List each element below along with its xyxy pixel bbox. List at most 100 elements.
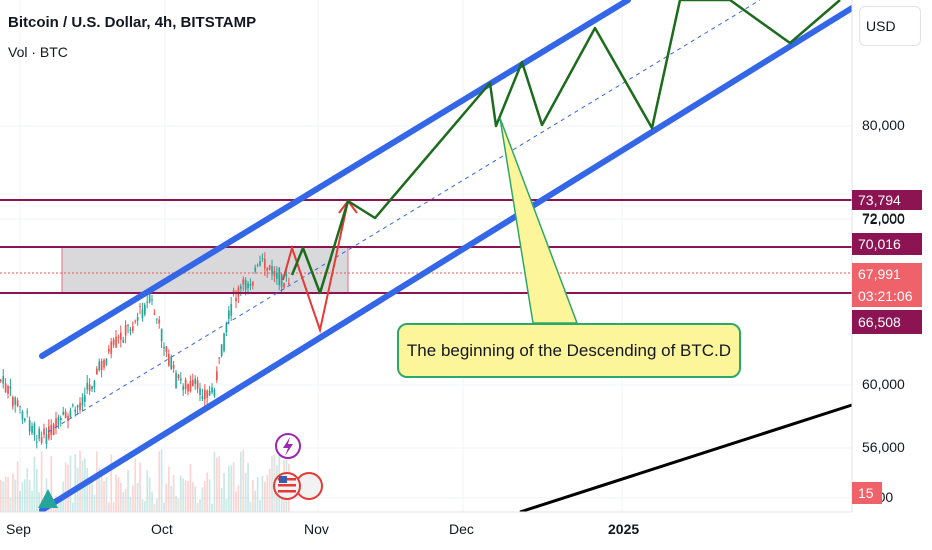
price-label: 66,508 [852, 310, 922, 334]
candle-body [204, 389, 206, 400]
volume-bar [110, 454, 113, 512]
channel-mid [47, 0, 761, 433]
volume-bar [196, 503, 199, 512]
candle-body [213, 389, 216, 397]
volume-bar [96, 451, 98, 512]
candle-body [158, 319, 161, 324]
time-axis [0, 512, 852, 550]
candle-body [98, 361, 101, 371]
candle-body [264, 258, 266, 269]
volume-bar [93, 494, 96, 512]
volume-bar [235, 491, 237, 512]
volume-bar [151, 492, 153, 512]
event-icons [273, 433, 323, 500]
volume-bar [165, 483, 168, 512]
volume-bar [117, 476, 120, 512]
volume-bar [129, 496, 132, 512]
volume-bar [199, 499, 201, 512]
volume-bar [146, 470, 149, 512]
candle-body [268, 265, 271, 270]
candle-body [273, 270, 276, 277]
volume-bar [98, 467, 101, 512]
candle-body [235, 297, 237, 302]
price-axis [852, 0, 932, 512]
candle-body [86, 382, 89, 390]
x-tick-label: Oct [151, 521, 173, 537]
volume-bar [26, 468, 29, 512]
candle-body [103, 359, 105, 368]
candle-body [132, 326, 134, 331]
annotation-callout[interactable]: The beginning of the Descending of BTC.D [397, 323, 741, 378]
volume-bar [208, 479, 211, 512]
candle-body [67, 415, 69, 421]
candle-body [151, 299, 153, 301]
candle-body [28, 420, 31, 432]
candle-body [33, 423, 36, 435]
volume-bar [280, 488, 283, 512]
volume-bar [170, 486, 173, 512]
candle-body [283, 283, 285, 288]
candle-body [192, 379, 194, 387]
price-label: 72,000 [862, 211, 905, 227]
candle-body [172, 364, 175, 369]
volume-bar [194, 486, 197, 512]
candle-body [9, 386, 12, 389]
volume-bar [252, 479, 254, 512]
volume-bar [204, 481, 206, 512]
volume-bar [0, 479, 2, 512]
candle-body [21, 411, 24, 420]
price-label: 73,794 [852, 190, 922, 210]
candle-body [208, 390, 211, 396]
candle-body [24, 418, 26, 421]
volume-bar [134, 458, 137, 512]
volume-bar [158, 451, 161, 512]
candle-body [12, 396, 14, 407]
volume-bar [122, 492, 125, 512]
candle-body [43, 428, 45, 435]
volume-bar [189, 463, 192, 512]
volume-bar [228, 465, 230, 512]
candle-body [160, 328, 163, 342]
volume-bar [28, 479, 31, 512]
candle-body [105, 358, 108, 365]
candle-body [218, 357, 221, 359]
volume-bar [115, 474, 117, 512]
candle-body [2, 376, 5, 384]
volume-bar [12, 473, 14, 512]
candle-body [96, 368, 98, 375]
volume-bar [268, 468, 271, 512]
y-tick-label: 56,000 [862, 439, 905, 455]
candle-body [76, 405, 79, 408]
candle-body [79, 402, 81, 411]
candle-body [163, 346, 165, 349]
candle-body [69, 410, 72, 418]
candle-body [55, 418, 57, 428]
candle-body [100, 360, 103, 371]
volume-bar [172, 474, 175, 512]
candle-body [141, 309, 144, 319]
candle-body [146, 301, 149, 303]
candle-body [19, 406, 21, 408]
candle-body [201, 396, 204, 400]
volume-bar [232, 462, 235, 512]
marker-triangle [38, 489, 58, 508]
candle-body [36, 441, 38, 443]
volume-bar [259, 500, 261, 512]
candle-body [285, 275, 288, 277]
price-label: 03:21:06 [852, 285, 922, 307]
candle-body [84, 395, 86, 403]
volume-bar [261, 475, 264, 512]
volume-bar [223, 472, 225, 512]
volume-bar [180, 475, 182, 512]
volume-bar [177, 498, 180, 512]
volume-bar [144, 501, 146, 512]
x-tick-label: Nov [304, 521, 329, 537]
volume-bar [103, 481, 105, 512]
currency-button[interactable]: USD [859, 6, 921, 46]
candle-body [199, 388, 201, 395]
volume-bar [230, 465, 233, 512]
volume-bar [24, 479, 26, 512]
volume-bar [40, 451, 43, 512]
volume-bar [74, 454, 77, 512]
